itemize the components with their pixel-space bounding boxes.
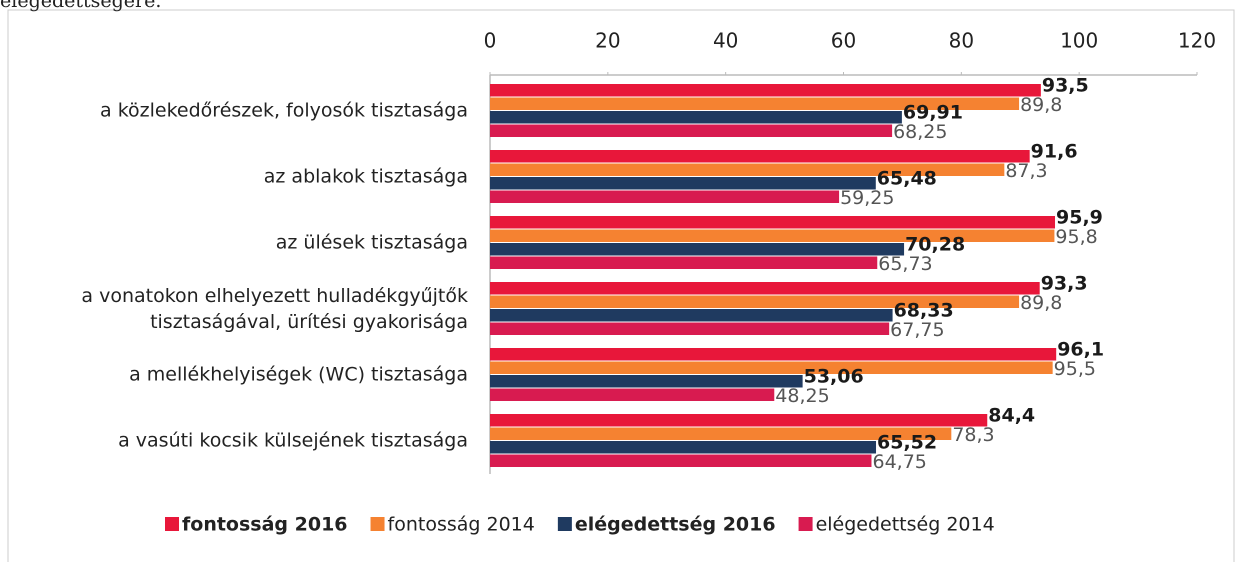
legend-swatch — [557, 517, 572, 531]
legend-label: fontosság 2016 — [182, 514, 348, 536]
category-label: a mellékhelyiségek (WC) tisztasága — [129, 364, 468, 386]
bar — [490, 190, 840, 203]
bar — [490, 441, 877, 454]
value-label: 68,33 — [894, 300, 954, 322]
value-label: 78,3 — [952, 424, 994, 446]
bar — [490, 150, 1030, 163]
value-label: 67,75 — [890, 319, 944, 341]
value-label: 69,91 — [903, 102, 963, 124]
category-label: a vasúti kocsik külsejének tisztasága — [118, 430, 468, 452]
bar — [490, 454, 872, 467]
bar — [490, 97, 1020, 110]
bar — [490, 348, 1057, 361]
bar — [490, 124, 893, 137]
legend-swatch — [165, 517, 179, 531]
bar — [490, 111, 902, 124]
value-label: 96,1 — [1057, 339, 1104, 361]
value-label: 91,6 — [1031, 141, 1078, 163]
category-label: az ablakok tisztasága — [264, 166, 468, 188]
legend-label: elégedettség 2016 — [575, 514, 776, 536]
x-tick-label: 100 — [1060, 29, 1098, 53]
value-label: 53,06 — [804, 366, 864, 388]
value-label: 93,5 — [1042, 75, 1089, 97]
bar — [490, 256, 878, 269]
bar — [490, 243, 905, 256]
legend-swatch — [370, 517, 385, 531]
bar — [490, 322, 890, 335]
bar — [490, 427, 952, 440]
x-tick-label: 60 — [831, 29, 856, 53]
chart-frame — [7, 9, 1235, 562]
bar — [490, 295, 1020, 308]
category-label: a közlekedőrészek, folyosók tisztasága — [100, 100, 468, 122]
value-label: 65,48 — [877, 168, 937, 190]
value-label: 84,4 — [988, 405, 1035, 427]
value-label: 87,3 — [1005, 160, 1047, 182]
x-tick-label: 0 — [484, 29, 497, 53]
category-label: az ülések tisztasága — [276, 232, 468, 254]
value-label: 68,25 — [893, 121, 947, 143]
bar — [490, 361, 1053, 374]
bar — [490, 84, 1041, 97]
value-label: 65,52 — [877, 432, 937, 454]
value-label: 70,28 — [905, 234, 965, 256]
x-tick-label: 20 — [595, 29, 620, 53]
value-label: 95,8 — [1055, 226, 1097, 248]
x-tick-label: 120 — [1178, 29, 1216, 53]
bar — [490, 375, 803, 388]
value-label: 89,8 — [1020, 94, 1062, 116]
x-tick-label: 40 — [713, 29, 738, 53]
bar — [490, 309, 893, 322]
legend-label: fontosság 2014 — [388, 514, 535, 536]
value-label: 89,8 — [1020, 292, 1062, 314]
category-label: a vonatokon elhelyezett hulladékgyűjtők t… — [81, 285, 468, 333]
bar — [490, 163, 1005, 176]
caption: elégedettségére. — [0, 0, 161, 12]
value-label: 65,73 — [878, 253, 932, 275]
x-tick-label: 80 — [949, 29, 974, 53]
bar — [490, 229, 1055, 242]
bar — [490, 388, 775, 401]
legend-swatch — [798, 517, 813, 531]
value-label: 95,5 — [1054, 358, 1096, 380]
value-label: 59,25 — [840, 187, 894, 209]
bar — [490, 282, 1040, 295]
value-label: 95,9 — [1056, 207, 1103, 229]
value-label: 93,3 — [1041, 273, 1088, 295]
bar — [490, 216, 1056, 229]
value-label: 48,25 — [775, 385, 829, 407]
legend-label: elégedettség 2014 — [816, 514, 995, 536]
bar — [490, 414, 988, 427]
value-label: 64,75 — [872, 451, 926, 473]
bar — [490, 177, 876, 190]
